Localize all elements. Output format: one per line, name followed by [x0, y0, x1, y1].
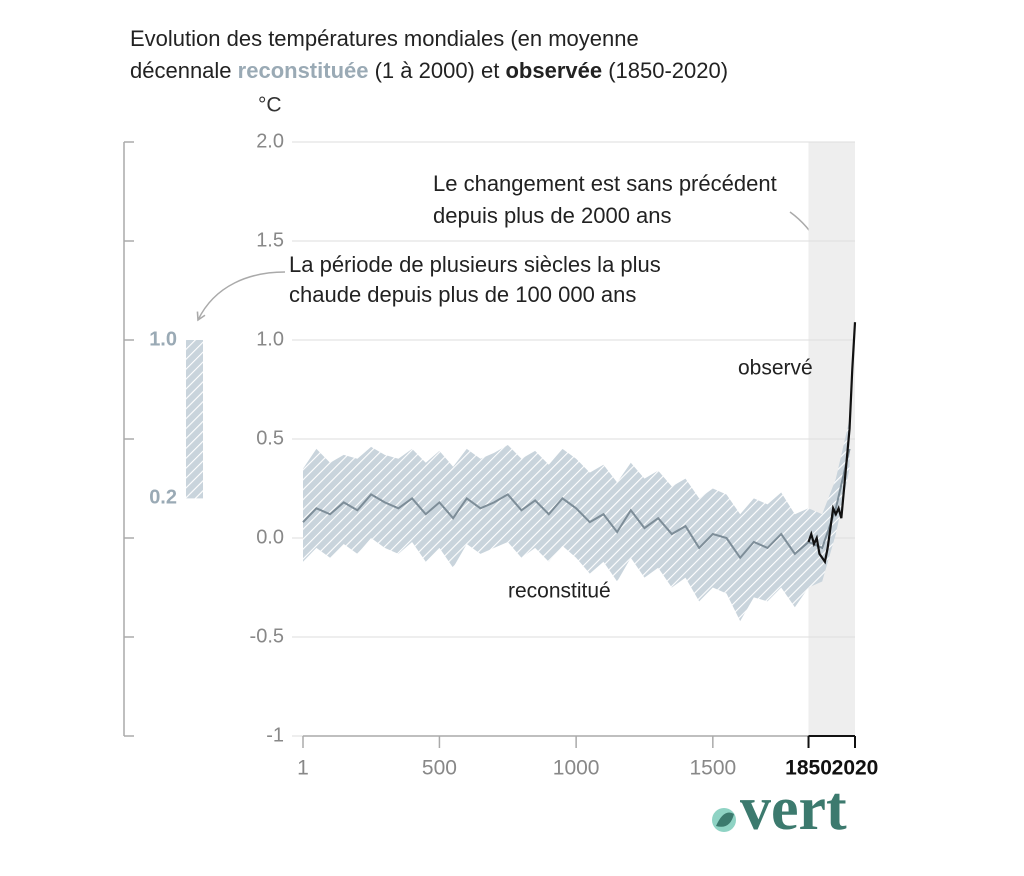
y-tick-label: 2.0	[256, 130, 284, 152]
y-tick-label: 1.5	[256, 229, 284, 251]
series-label: reconstitué	[508, 580, 611, 603]
x-tick-label: 1500	[689, 757, 736, 780]
title-part: Evolution des températures mondiales (en…	[130, 26, 639, 51]
series-label: observé	[738, 357, 813, 380]
uncertainty-band	[303, 419, 850, 622]
y-tick-label: 0.5	[256, 427, 284, 449]
inset-range	[186, 340, 203, 499]
y-tick-label: -0.5	[250, 625, 284, 647]
annotation: chaude depuis plus de 100 000 ans	[289, 282, 636, 307]
arrow	[196, 271, 286, 322]
annotation: La période de plusieurs siècles la plus	[289, 252, 661, 277]
chart-title: décennale reconstituée (1 à 2000) et obs…	[130, 58, 728, 83]
inset-label: 0.2	[149, 487, 177, 509]
series-line	[807, 322, 857, 565]
y-tick-label: -1	[266, 724, 284, 746]
title-part: observée	[505, 58, 602, 83]
inset-label: 1.0	[149, 328, 177, 350]
annotation: depuis plus de 2000 ans	[433, 203, 672, 228]
series-line	[302, 448, 851, 560]
logo: vert	[740, 775, 847, 843]
y-tick-label: 0.0	[256, 526, 284, 548]
y-unit: °C	[258, 94, 282, 117]
title-part: reconstituée	[238, 58, 369, 83]
annotation: Le changement est sans précédent	[433, 171, 777, 196]
title-part: (1850-2020)	[602, 58, 728, 83]
title-part: (1 à 2000) et	[368, 58, 505, 83]
x-tick-label: 500	[422, 757, 457, 780]
y-tick-label: 1.0	[256, 328, 284, 350]
x-tick-label: 1850	[785, 757, 832, 780]
x-tick-label: 1	[297, 757, 309, 780]
chart-title: Evolution des températures mondiales (en…	[130, 26, 639, 51]
x-tick-label: 1000	[553, 757, 600, 780]
title-part: décennale	[130, 58, 238, 83]
x-tick-label: 2020	[832, 757, 879, 780]
logo-icon	[712, 808, 736, 832]
